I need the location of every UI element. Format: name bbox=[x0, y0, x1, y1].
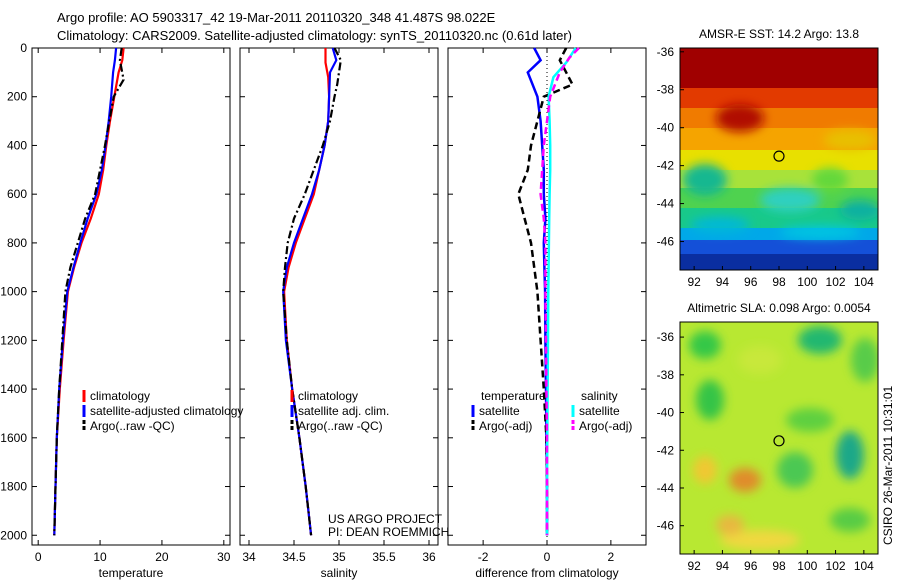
y-tick-label: -42 bbox=[657, 443, 675, 457]
project-annotation: US ARGO PROJECT bbox=[328, 512, 443, 526]
x-tick-label: 34 bbox=[242, 550, 256, 564]
x-tick-label: 94 bbox=[716, 559, 730, 573]
legend-label: climatology bbox=[298, 389, 358, 403]
figure-title-line-2: Climatology: CARS2009. Satellite-adjuste… bbox=[57, 28, 572, 43]
x-tick-label: 104 bbox=[854, 275, 874, 289]
legend-label: Argo(..raw -QC) bbox=[298, 419, 383, 433]
y-tick-label: 2000 bbox=[0, 528, 27, 542]
sst-colour-field bbox=[680, 48, 878, 270]
y-tick-label: 1200 bbox=[0, 333, 27, 347]
amsre-sst-map: AMSR-E SST: 14.2 Argo: 13.8 92 94 96 98 100 10… bbox=[657, 27, 879, 289]
y-tick-label: 600 bbox=[7, 187, 27, 201]
y-tick-label: 400 bbox=[7, 138, 27, 152]
x-tick-label: 20 bbox=[155, 550, 169, 564]
x-tick-label: 96 bbox=[744, 275, 758, 289]
side-timestamp-label: CSIRO 26-Mar-2011 10:31:01 bbox=[881, 385, 895, 545]
x-tick-label: 0 bbox=[544, 550, 551, 564]
y-tick-label: 200 bbox=[7, 90, 27, 104]
y-tick-label: -44 bbox=[657, 197, 675, 211]
x-tick-label: 0 bbox=[35, 550, 42, 564]
y-tick-label: 800 bbox=[7, 236, 27, 250]
x-tick-label: 98 bbox=[772, 559, 786, 573]
map-title: AMSR-E SST: 14.2 Argo: 13.8 bbox=[699, 27, 859, 41]
x-tick-label: 94 bbox=[716, 275, 730, 289]
legend-heading: temperature bbox=[481, 389, 546, 403]
difference-profile: -2 0 2 difference from climatology temperatu… bbox=[447, 47, 647, 580]
x-tick-label: 92 bbox=[687, 559, 701, 573]
legend-label: satellite bbox=[579, 404, 620, 418]
x-axis-label: salinity bbox=[321, 566, 358, 580]
x-tick-label: 96 bbox=[744, 559, 758, 573]
x-tick-label: 104 bbox=[854, 559, 874, 573]
x-tick-label: -2 bbox=[478, 550, 489, 564]
y-tick-label: -46 bbox=[657, 235, 675, 249]
map-title: Altimetric SLA: 0.098 Argo: 0.0054 bbox=[687, 301, 871, 315]
plot-frame bbox=[239, 47, 439, 546]
plot-frame bbox=[31, 47, 231, 546]
series-line bbox=[526, 47, 549, 536]
y-tick-label: -44 bbox=[657, 481, 675, 495]
y-tick-label: -38 bbox=[657, 83, 675, 97]
argo-location-marker bbox=[773, 150, 785, 162]
y-tick-label: -36 bbox=[657, 45, 675, 59]
legend-label: satellite-adjusted climatology bbox=[90, 404, 243, 418]
y-tick-label: -40 bbox=[657, 406, 675, 420]
legend-label: satellite bbox=[479, 404, 520, 418]
figure-title-line-1: Argo profile: AO 5903317_42 19-Mar-2011 … bbox=[57, 10, 496, 25]
x-tick-label: 35 bbox=[332, 550, 346, 564]
y-tick-label: -46 bbox=[657, 519, 675, 533]
series-line bbox=[282, 47, 338, 536]
series-line bbox=[539, 47, 580, 536]
series-line bbox=[53, 47, 125, 536]
x-tick-label: 34.5 bbox=[282, 550, 306, 564]
legend-label: Argo(-adj) bbox=[479, 419, 532, 433]
series-line bbox=[53, 47, 125, 536]
temperature-profile: 0 10 20 30 0 200 400 600 800 1000 1200 1400 1600 1800… bbox=[0, 41, 243, 580]
salinity-profile: 34 34.5 35 35.5 36 salinity climatologysatelli… bbox=[239, 47, 449, 580]
x-tick-label: 2 bbox=[608, 550, 615, 564]
x-tick-label: 100 bbox=[797, 559, 817, 573]
y-tick-label: 1600 bbox=[0, 431, 27, 445]
y-tick-label: -38 bbox=[657, 368, 675, 382]
y-tick-label: 1000 bbox=[0, 285, 27, 299]
project-annotation: PI: DEAN ROEMMICH bbox=[328, 525, 449, 539]
y-tick-label: 0 bbox=[20, 41, 27, 55]
x-tick-label: 102 bbox=[826, 559, 846, 573]
y-tick-label: -42 bbox=[657, 159, 675, 173]
series-line bbox=[282, 47, 342, 536]
x-tick-label: 30 bbox=[217, 550, 231, 564]
sla-colour-field bbox=[680, 322, 878, 554]
series-line bbox=[545, 47, 577, 536]
y-tick-label: -40 bbox=[657, 121, 675, 135]
legend-heading: salinity bbox=[581, 389, 618, 403]
altimetric-sla-map: Altimetric SLA: 0.098 Argo: 0.0054 92 94 96… bbox=[657, 301, 879, 573]
x-tick-label: 36 bbox=[422, 550, 436, 564]
legend-label: Argo(-adj) bbox=[579, 419, 632, 433]
y-tick-label: 1400 bbox=[0, 382, 27, 396]
series-line bbox=[516, 47, 575, 536]
series-line bbox=[282, 48, 331, 536]
x-tick-label: 35.5 bbox=[372, 550, 396, 564]
series-line bbox=[53, 47, 118, 536]
argo-location-marker bbox=[773, 435, 785, 447]
y-tick-label: 1800 bbox=[0, 480, 27, 494]
x-tick-label: 100 bbox=[797, 275, 817, 289]
x-axis-label: difference from climatology bbox=[475, 566, 618, 580]
x-tick-label: 92 bbox=[687, 275, 701, 289]
x-axis-label: temperature bbox=[99, 566, 164, 580]
legend-label: satellite adj. clim. bbox=[298, 404, 389, 418]
legend-label: Argo(..raw -QC) bbox=[90, 419, 175, 433]
x-tick-label: 102 bbox=[826, 275, 846, 289]
y-tick-label: -36 bbox=[657, 330, 675, 344]
x-tick-label: 10 bbox=[93, 550, 107, 564]
x-tick-label: 98 bbox=[772, 275, 786, 289]
legend-label: climatology bbox=[90, 389, 150, 403]
